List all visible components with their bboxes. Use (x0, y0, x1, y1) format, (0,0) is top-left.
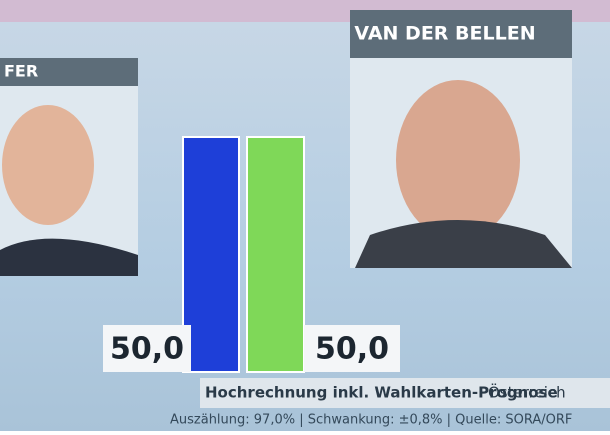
face (396, 80, 520, 240)
suit (0, 238, 138, 276)
value-label-box (304, 325, 400, 372)
region: Österreich (488, 383, 566, 402)
name-header (350, 10, 572, 58)
name-header (0, 58, 138, 86)
value-label-box (103, 325, 191, 372)
value-label: 50,0 (110, 332, 184, 367)
suit (355, 220, 572, 268)
value-label: 50,0 (315, 332, 389, 367)
bar (182, 136, 240, 373)
caption-box (200, 378, 610, 408)
caption: Hochrechnung inkl. Wahlkarten-Prognose (205, 384, 558, 402)
candidate-name: FER (4, 62, 38, 81)
bar (246, 136, 305, 373)
face (2, 105, 94, 225)
candidate-name: VAN DER BELLEN (354, 23, 535, 45)
footnote: Auszählung: 97,0% | Schwankung: ±0,8% | … (170, 413, 572, 428)
